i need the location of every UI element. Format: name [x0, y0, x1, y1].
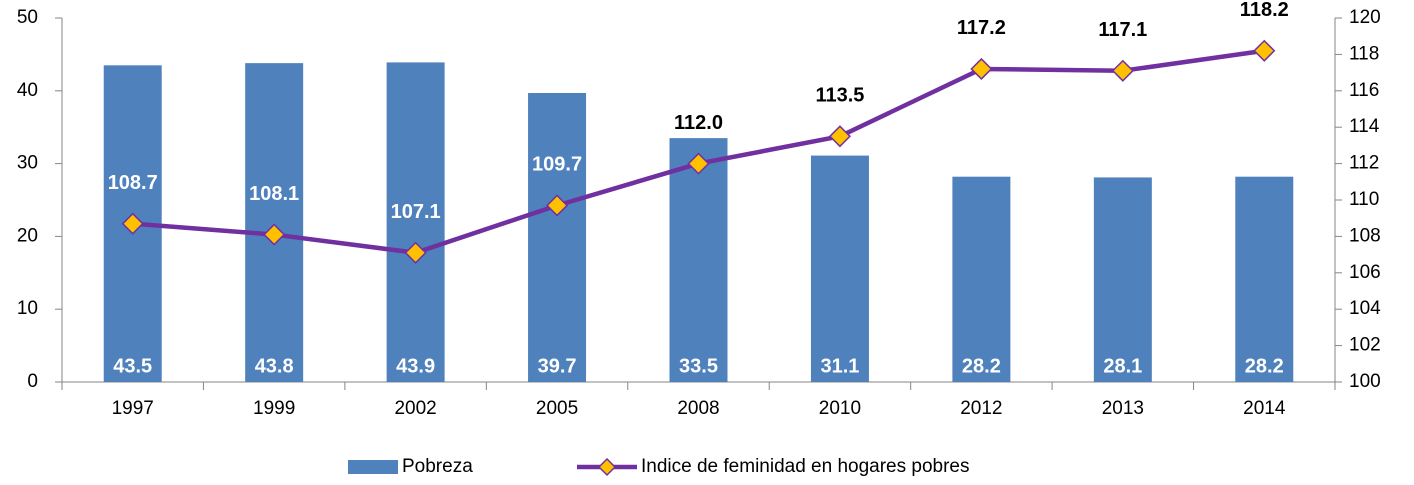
legend-marker	[597, 457, 617, 477]
bar	[810, 155, 869, 382]
bar	[669, 138, 728, 382]
bar-value-label: 28.2	[962, 355, 1001, 377]
y2-tick-label: 100	[1349, 371, 1381, 392]
bar-value-label: 43.5	[113, 355, 152, 377]
y-tick-label: 10	[17, 298, 38, 319]
line-value-label: 112.0	[674, 112, 723, 134]
y2-tick-label: 108	[1349, 225, 1381, 246]
x-tick-label: 2008	[677, 398, 719, 419]
bar	[245, 63, 304, 383]
y-tick-label: 30	[17, 153, 38, 174]
y2-tick-label: 114	[1349, 116, 1380, 137]
x-tick-label: 1997	[112, 398, 154, 419]
bar-value-label: 31.1	[820, 355, 859, 377]
bar	[1093, 177, 1152, 382]
y2-tick-label: 118	[1349, 43, 1379, 64]
y2-tick-label: 104	[1349, 298, 1381, 319]
x-tick-label: 2002	[394, 398, 436, 419]
bar	[1235, 176, 1294, 382]
x-tick-label: 2010	[819, 398, 861, 419]
line-value-label: 108.7	[108, 172, 158, 194]
line-value-label: 108.1	[249, 183, 299, 205]
line-marker	[687, 152, 710, 175]
line-marker	[1253, 39, 1276, 62]
line-marker	[263, 223, 286, 246]
x-tick-label: 2013	[1102, 398, 1144, 419]
line-value-label: 109.7	[532, 154, 582, 176]
line-value-label: 107.1	[391, 201, 441, 223]
x-tick-label: 2005	[536, 398, 578, 419]
bar-value-label: 43.9	[396, 355, 435, 377]
x-tick-label: 2014	[1243, 398, 1286, 419]
y2-tick-label: 102	[1349, 335, 1381, 356]
line-marker	[970, 57, 993, 81]
y2-tick-label: 110	[1349, 189, 1379, 210]
line-marker	[1111, 59, 1134, 82]
legend-label: Indice de feminidad en hogares pobres	[641, 456, 970, 477]
bar-value-label: 39.7	[538, 355, 577, 377]
y-tick-label: 0	[27, 371, 38, 392]
bar-value-label: 33.5	[679, 355, 718, 377]
legend-label: Pobreza	[402, 456, 473, 477]
line-marker	[545, 194, 569, 217]
x-tick-label: 1999	[253, 398, 295, 419]
y2-tick-label: 106	[1349, 262, 1381, 283]
bar	[528, 92, 587, 382]
line-marker	[404, 241, 427, 264]
line-value-label: 117.1	[1098, 19, 1147, 41]
y-tick-label: 20	[17, 225, 38, 246]
line-marker	[828, 125, 852, 148]
legend-swatch	[348, 460, 398, 474]
bar-value-label: 28.1	[1103, 355, 1142, 377]
line-value-label: 117.2	[957, 17, 1006, 39]
bar	[386, 62, 445, 383]
y-tick-label: 50	[17, 7, 38, 28]
bar-value-label: 28.2	[1245, 355, 1284, 377]
line-marker	[121, 212, 144, 235]
y-tick-label: 40	[17, 80, 38, 101]
bar-value-label: 43.8	[255, 355, 294, 377]
x-tick-label: 2012	[960, 398, 1002, 419]
y2-tick-label: 112	[1349, 153, 1379, 174]
y2-tick-label: 120	[1349, 7, 1381, 28]
line-value-label: 113.5	[815, 85, 864, 107]
y2-tick-label: 116	[1349, 80, 1379, 101]
bar	[952, 176, 1011, 382]
line-value-label: 118.2	[1240, 0, 1289, 21]
